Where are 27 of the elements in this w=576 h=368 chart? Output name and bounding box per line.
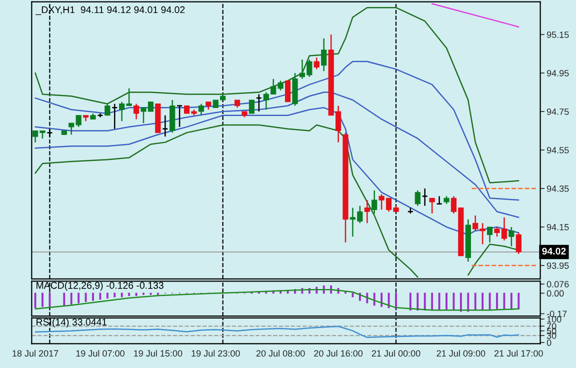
x-tick-label: 18 Jul 2017	[12, 350, 58, 357]
y-tick-label: 70	[547, 323, 556, 330]
x-tick-label: 21 Jul 00:00	[372, 350, 420, 357]
y-tick-label: 93.95	[546, 262, 569, 269]
chart-title: MACD(12,26,9) -0.126 -0.133	[36, 282, 164, 291]
x-tick-label: 19 Jul 23:00	[192, 350, 240, 357]
y-tick-label: 0	[546, 340, 552, 346]
x-tick-label: 21 Jul 09:00	[436, 350, 486, 357]
y-tick-label: 94.75	[546, 108, 569, 115]
y-tick-label: 95.15	[546, 32, 569, 38]
chart-title: RSI(14) 33.0441	[36, 318, 107, 328]
y-tick-label: -0.17	[546, 310, 567, 318]
x-tick-label: 20 Jul 16:00	[314, 350, 363, 357]
y-tick-label: 94.15	[546, 224, 569, 230]
y-tick-label: 0.00	[546, 290, 564, 297]
y-tick-label: 30	[546, 332, 556, 339]
y-tick-label: 94.95	[546, 70, 569, 76]
y-tick-label: 94.55	[546, 146, 569, 154]
x-tick-label: 20 Jul 08:00	[256, 350, 305, 357]
y-tick-label: 0.076	[546, 281, 569, 288]
chart-title: _DXY,H1 94.11 94.12 94.01 94.02	[36, 6, 185, 15]
x-tick-label: 19 Jul 07:00	[76, 350, 124, 357]
y-tick-label: 100	[547, 316, 562, 322]
y-tick-label: 94.35	[546, 185, 569, 192]
ref-line-label: 94.02	[542, 248, 566, 255]
x-tick-label: 21 Jul 17:00	[494, 350, 543, 357]
x-tick-label: 19 Jul 15:00	[134, 350, 182, 357]
